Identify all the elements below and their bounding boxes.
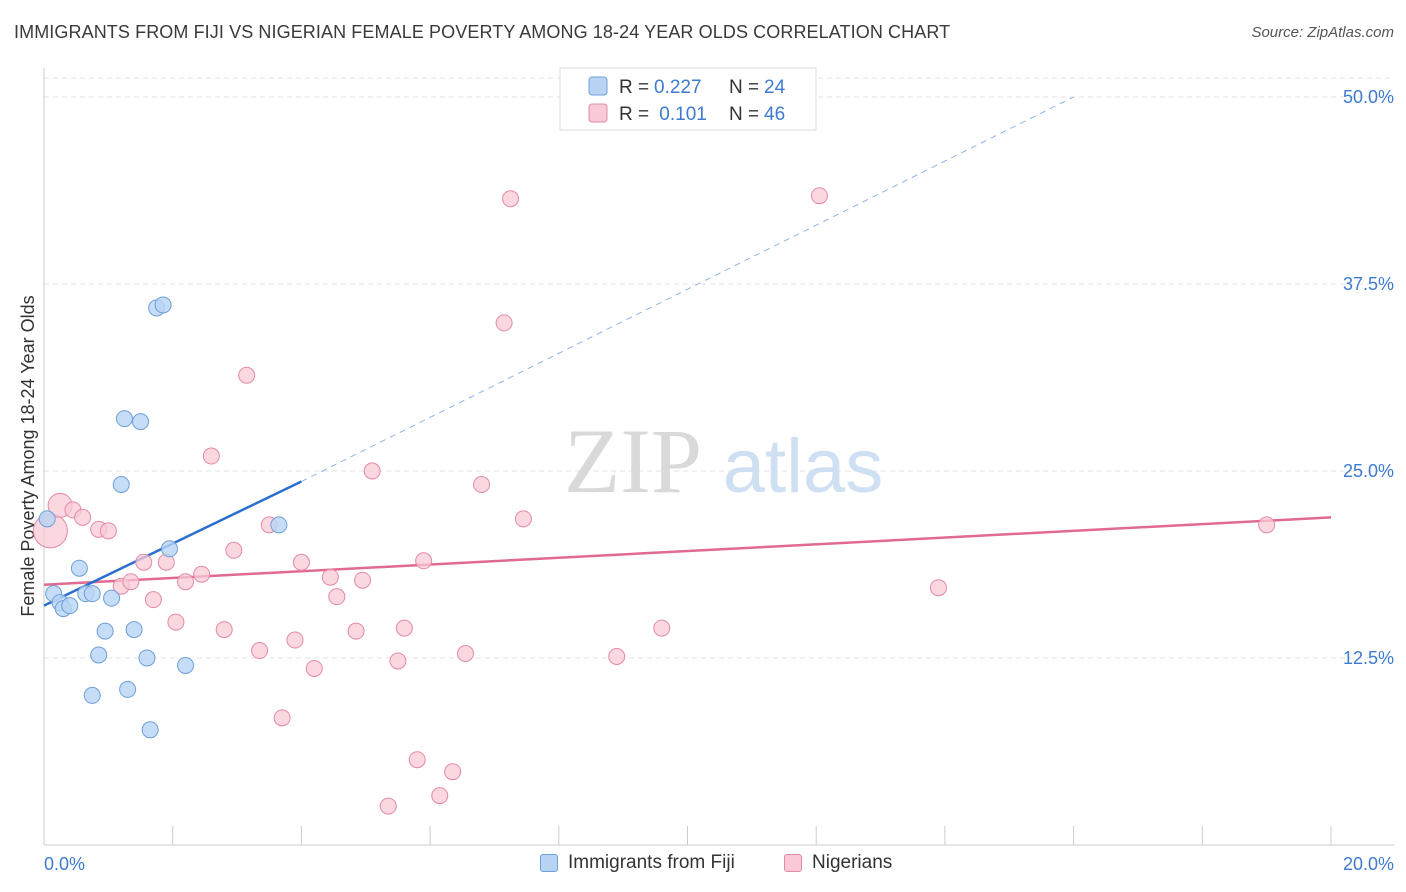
- point-nigerians-18: [251, 642, 269, 660]
- point-nigerians-8: [135, 553, 153, 571]
- point-fiji-13: [119, 680, 137, 698]
- trend-line-nigerians: [43, 516, 1332, 586]
- point-nigerians-13: [193, 565, 211, 583]
- point-nigerians-12: [177, 573, 195, 591]
- point-nigerians-16: [225, 541, 243, 559]
- point-nigerians-45: [1258, 516, 1276, 534]
- point-nigerians-39: [502, 190, 520, 208]
- point-nigerians-42: [653, 619, 671, 637]
- point-nigerians-21: [286, 631, 304, 649]
- x-tick-label-0: 0.0%: [44, 854, 85, 874]
- point-nigerians-32: [408, 751, 426, 769]
- watermark-zip: ZIP: [564, 410, 702, 512]
- point-fiji-9: [90, 646, 108, 664]
- point-fiji-15: [132, 413, 150, 431]
- point-nigerians-31: [395, 619, 413, 637]
- y-tick-label-1: 25.0%: [1343, 461, 1394, 481]
- point-nigerians-37: [473, 475, 491, 493]
- point-fiji-17: [141, 721, 159, 739]
- point-fiji-19: [154, 296, 172, 314]
- point-nigerians-34: [431, 787, 449, 805]
- axes: [43, 68, 1394, 846]
- watermark-atlas: atlas: [723, 424, 884, 509]
- point-nigerians-26: [347, 622, 365, 640]
- point-fiji-5: [70, 559, 88, 577]
- point-nigerians-30: [389, 652, 407, 670]
- point-nigerians-20: [273, 709, 291, 727]
- legend-top-r-label-fiji: R =: [619, 77, 649, 98]
- point-fiji-20: [160, 540, 178, 558]
- legend-swatch-nigerians: [784, 854, 802, 872]
- point-nigerians-43: [810, 187, 828, 205]
- point-nigerians-36: [456, 645, 474, 663]
- trend-lines: [43, 96, 1332, 607]
- point-fiji-23: [112, 475, 130, 493]
- point-nigerians-7: [122, 573, 140, 591]
- y-tick-label-2: 37.5%: [1343, 274, 1394, 294]
- legend-top-n-value-fiji: 24: [764, 77, 786, 98]
- point-fiji-12: [115, 410, 133, 428]
- legend-top-n-label-nigerians: N =: [729, 104, 759, 125]
- legend-top-n-label-fiji: N =: [729, 77, 759, 98]
- data-points: [32, 187, 1276, 815]
- point-fiji-8: [83, 686, 101, 704]
- point-nigerians-3: [74, 508, 92, 526]
- point-nigerians-5: [99, 522, 117, 540]
- trend-line-fiji-extended: [301, 96, 1074, 482]
- tick-labels: 12.5% 25.0% 37.5% 50.0% 0.0% 20.0%: [44, 87, 1394, 874]
- point-fiji-22: [270, 516, 288, 534]
- point-nigerians-9: [144, 591, 162, 609]
- point-nigerians-35: [444, 763, 462, 781]
- point-nigerians-14: [202, 447, 220, 465]
- legend-top-r-value-nigerians: 0.101: [654, 104, 707, 125]
- legend-bottom: Immigrants from Fiji Nigerians: [0, 852, 1406, 878]
- x-tick-label-1: 20.0%: [1343, 854, 1394, 874]
- legend-top-swatch-nigerians: [588, 103, 608, 123]
- point-nigerians-23: [305, 659, 323, 677]
- point-nigerians-22: [292, 553, 310, 571]
- point-nigerians-44: [929, 579, 947, 597]
- point-fiji-10: [96, 622, 114, 640]
- watermark: ZIP atlas: [564, 410, 883, 512]
- point-nigerians-41: [608, 648, 626, 666]
- legend-swatch-fiji: [540, 854, 558, 872]
- point-nigerians-27: [354, 571, 372, 589]
- chart-title: IMMIGRANTS FROM FIJI VS NIGERIAN FEMALE …: [14, 22, 951, 42]
- y-axis-label: Female Poverty Among 18-24 Year Olds: [18, 295, 38, 616]
- point-nigerians-33: [415, 552, 433, 570]
- point-fiji-0: [38, 510, 56, 528]
- legend-label-nigerians: Nigerians: [812, 852, 893, 873]
- point-fiji-4: [61, 597, 79, 615]
- point-nigerians-11: [167, 613, 185, 631]
- legend-top: R = 0.227 N = 24 R = 0.101 N = 46: [559, 67, 817, 131]
- point-fiji-16: [138, 649, 156, 667]
- legend-top-r-value-fiji: 0.227: [654, 77, 702, 98]
- y-tick-label-3: 50.0%: [1343, 87, 1394, 107]
- point-nigerians-28: [363, 462, 381, 480]
- legend-top-n-value-nigerians: 46: [764, 104, 785, 125]
- legend-item-fiji: Immigrants from Fiji: [540, 852, 735, 874]
- point-nigerians-29: [379, 797, 397, 815]
- point-nigerians-17: [238, 366, 256, 384]
- legend-top-swatch-fiji: [588, 76, 608, 96]
- legend-top-r-label-nigerians: R =: [619, 104, 649, 125]
- point-nigerians-15: [215, 621, 233, 639]
- point-fiji-11: [103, 589, 121, 607]
- point-fiji-21: [177, 656, 195, 674]
- source-label: Source: ZipAtlas.com: [1251, 24, 1394, 41]
- point-nigerians-25: [328, 588, 346, 606]
- point-nigerians-24: [321, 568, 339, 586]
- legend-label-fiji: Immigrants from Fiji: [568, 852, 735, 873]
- legend-item-nigerians: Nigerians: [784, 852, 892, 874]
- y-tick-label-0: 12.5%: [1343, 648, 1394, 668]
- point-nigerians-40: [514, 510, 532, 528]
- point-fiji-14: [125, 621, 143, 639]
- point-fiji-7: [83, 585, 101, 603]
- point-nigerians-38: [495, 314, 513, 332]
